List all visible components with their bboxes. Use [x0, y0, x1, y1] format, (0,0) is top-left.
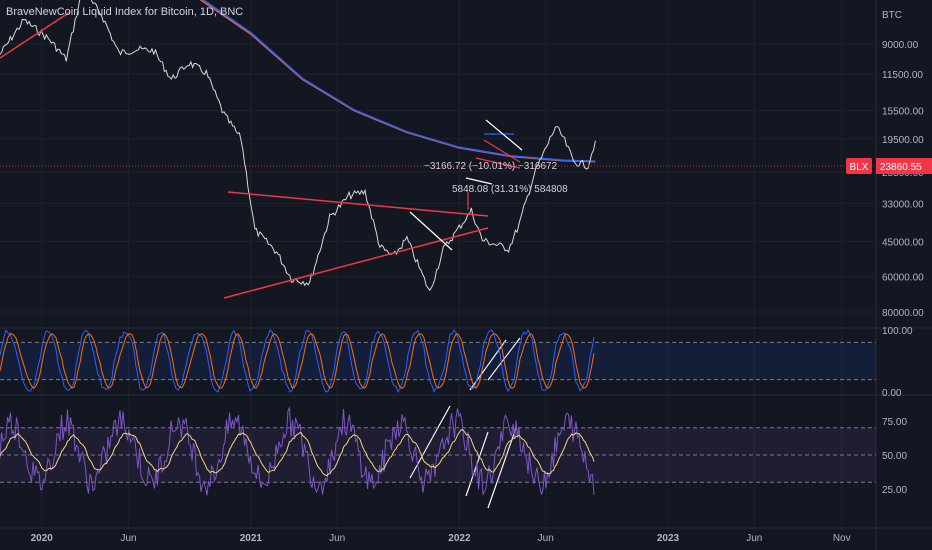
time-axis-tick: 2022 — [448, 533, 471, 544]
chart-title: BraveNewCoin Liquid Index for Bitcoin, 1… — [6, 6, 244, 18]
oscillator-2-panel: 75.00 50.00 25.00 — [0, 405, 907, 496]
annotations: −3166.72 (−10.01%) −316672 5848.08 (31.31… — [424, 161, 568, 195]
price-badge — [876, 158, 932, 174]
time-axis-tick: 2020 — [31, 533, 54, 544]
symbol-badge — [846, 158, 872, 174]
time-axis-tick: Nov — [833, 533, 851, 544]
time-axis-tick: Jun — [746, 533, 762, 544]
time-axis[interactable]: 2020 Jun 2021 Jun 2022 Jun 2023 Jun Nov — [31, 533, 851, 544]
time-axis-tick: 2023 — [657, 533, 680, 544]
trendline — [227, 191, 489, 217]
arrow-line — [485, 119, 523, 151]
price-axis-tick: 15500.00 — [882, 107, 924, 118]
trendline — [483, 139, 521, 163]
price-badge-label: 23860.55 — [880, 162, 922, 173]
oscillator-2-tick: 25.00 — [882, 485, 907, 496]
annotation-measure: −3166.72 (−10.01%) −316672 — [424, 161, 558, 172]
price-axis-tick: 11500.00 — [882, 70, 923, 81]
oscillator-2-main-line — [0, 405, 595, 496]
price-axis-tick: 9000.00 — [882, 40, 919, 51]
oscillator-1-panel: 100.00 0.00 — [0, 326, 913, 399]
price-axis-unit: BTC — [882, 10, 902, 21]
price-axis-tick: 60000.00 — [882, 273, 924, 284]
time-axis-tick: Jun — [538, 533, 554, 544]
price-axis-tick: 19500.00 — [882, 135, 924, 146]
current-price-badge: BLX 23860.55 — [0, 158, 932, 174]
oscillator-1-d-line — [0, 332, 595, 390]
time-axis-tick: Jun — [121, 533, 137, 544]
symbol-badge-label: BLX — [850, 162, 869, 173]
arrow-line — [409, 405, 451, 479]
oscillator-2-signal-line — [0, 428, 595, 477]
time-axis-tick: Jun — [329, 533, 345, 544]
price-axis-tick: 80000.00 — [882, 308, 924, 319]
price-line — [0, 0, 596, 291]
oscillator-1-tick: 100.00 — [882, 326, 913, 337]
oscillator-2-tick: 50.00 — [882, 451, 907, 462]
oscillator-1-band — [0, 342, 876, 380]
annotation-measure: 5848.08 (31.31%) 584808 — [452, 184, 568, 195]
arrow-line — [465, 177, 493, 185]
oscillator-1-tick: 0.00 — [882, 388, 902, 399]
moving-averages — [199, 0, 596, 163]
arrow-line — [409, 211, 453, 251]
arrow-line — [487, 427, 517, 509]
trendline — [0, 11, 71, 59]
trendline — [475, 157, 521, 169]
price-axis-tick: 45000.00 — [882, 237, 924, 248]
oscillator-2-tick: 75.00 — [882, 417, 907, 428]
moving-average-blue — [202, 0, 596, 163]
trendline — [223, 227, 489, 299]
price-axis-tick: 33000.00 — [882, 199, 924, 210]
price-series — [0, 0, 596, 291]
oscillator-1-k-line — [0, 328, 595, 394]
time-axis-tick: 2021 — [240, 533, 263, 544]
